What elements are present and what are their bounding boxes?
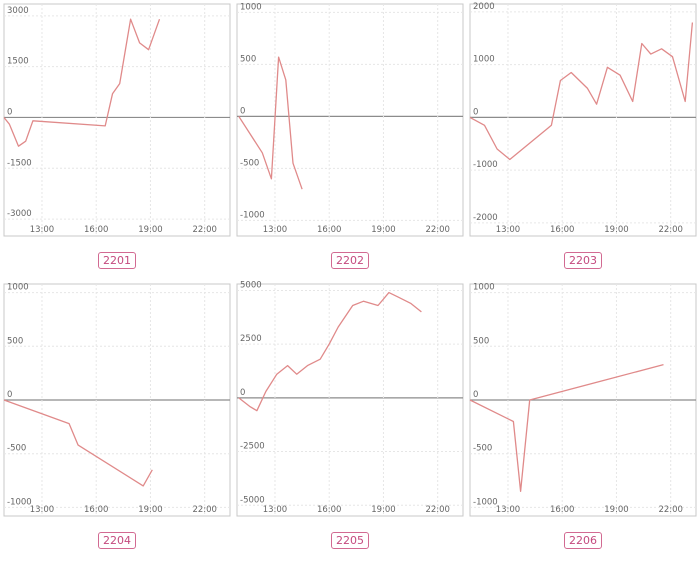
series-line bbox=[238, 56, 303, 190]
x-tick-label: 19:00 bbox=[138, 225, 163, 235]
y-tick-label: 0 bbox=[240, 388, 245, 398]
y-tick-label: -1000 bbox=[473, 497, 498, 507]
code-badge-2204[interactable]: 2204 bbox=[98, 532, 136, 549]
x-tick-label: 13:00 bbox=[263, 225, 288, 235]
code-badge-2201[interactable]: 2201 bbox=[98, 252, 136, 269]
x-tick-label: 19:00 bbox=[604, 225, 629, 235]
code-badge-2206[interactable]: 2206 bbox=[564, 532, 602, 549]
y-tick-label: -2500 bbox=[240, 442, 265, 452]
y-tick-label: -500 bbox=[7, 444, 26, 454]
x-tick-label: 13:00 bbox=[30, 505, 55, 515]
series-line bbox=[469, 22, 694, 161]
y-tick-label: 2500 bbox=[240, 334, 262, 344]
y-tick-label: 5000 bbox=[240, 280, 262, 290]
x-tick-label: 19:00 bbox=[138, 505, 163, 515]
series-line bbox=[238, 291, 422, 412]
x-tick-label: 16:00 bbox=[550, 225, 575, 235]
y-tick-label: -1000 bbox=[473, 160, 498, 170]
code-badge-2203[interactable]: 2203 bbox=[564, 252, 602, 269]
y-tick-label: -5000 bbox=[240, 495, 265, 505]
y-tick-label: 0 bbox=[240, 106, 245, 116]
y-tick-label: -3000 bbox=[7, 209, 32, 219]
y-tick-label: 1000 bbox=[7, 283, 29, 293]
x-tick-label: 19:00 bbox=[371, 505, 396, 515]
y-tick-label: 1000 bbox=[473, 283, 495, 293]
x-tick-label: 16:00 bbox=[317, 505, 342, 515]
x-tick-label: 13:00 bbox=[263, 505, 288, 515]
x-tick-label: 22:00 bbox=[192, 225, 217, 235]
y-tick-label: 500 bbox=[473, 336, 489, 346]
series-line bbox=[469, 363, 664, 492]
y-tick-label: 0 bbox=[473, 107, 478, 117]
y-tick-label: -1000 bbox=[7, 497, 32, 507]
y-tick-label: -1000 bbox=[240, 210, 265, 220]
series-line bbox=[3, 18, 161, 147]
y-tick-label: 1000 bbox=[240, 2, 262, 12]
y-tick-label: 500 bbox=[7, 336, 23, 346]
y-tick-label: 0 bbox=[7, 390, 12, 400]
y-tick-label: -2000 bbox=[473, 213, 498, 223]
y-tick-label: -500 bbox=[240, 158, 259, 168]
x-tick-label: 13:00 bbox=[30, 225, 55, 235]
y-tick-label: 1500 bbox=[7, 57, 29, 67]
x-tick-label: 19:00 bbox=[371, 225, 396, 235]
x-tick-label: 13:00 bbox=[496, 225, 521, 235]
code-badge-2205[interactable]: 2205 bbox=[331, 532, 369, 549]
y-tick-label: 500 bbox=[240, 54, 256, 64]
x-tick-label: 22:00 bbox=[658, 225, 683, 235]
x-tick-label: 22:00 bbox=[658, 505, 683, 515]
x-tick-label: 16:00 bbox=[84, 225, 109, 235]
code-badge-2202[interactable]: 2202 bbox=[331, 252, 369, 269]
x-tick-label: 22:00 bbox=[192, 505, 217, 515]
y-tick-label: 3000 bbox=[7, 6, 29, 16]
y-tick-label: -500 bbox=[473, 444, 492, 454]
x-tick-label: 19:00 bbox=[604, 505, 629, 515]
series-line bbox=[3, 399, 153, 487]
y-tick-label: 2000 bbox=[473, 2, 495, 12]
x-tick-label: 16:00 bbox=[550, 505, 575, 515]
y-tick-label: 0 bbox=[7, 107, 12, 117]
x-tick-label: 16:00 bbox=[84, 505, 109, 515]
y-tick-label: 1000 bbox=[473, 55, 495, 65]
x-tick-label: 13:00 bbox=[496, 505, 521, 515]
x-tick-label: 16:00 bbox=[317, 225, 342, 235]
y-tick-label: -1500 bbox=[7, 158, 32, 168]
y-tick-label: 0 bbox=[473, 390, 478, 400]
x-tick-label: 22:00 bbox=[425, 225, 450, 235]
x-tick-label: 22:00 bbox=[425, 505, 450, 515]
